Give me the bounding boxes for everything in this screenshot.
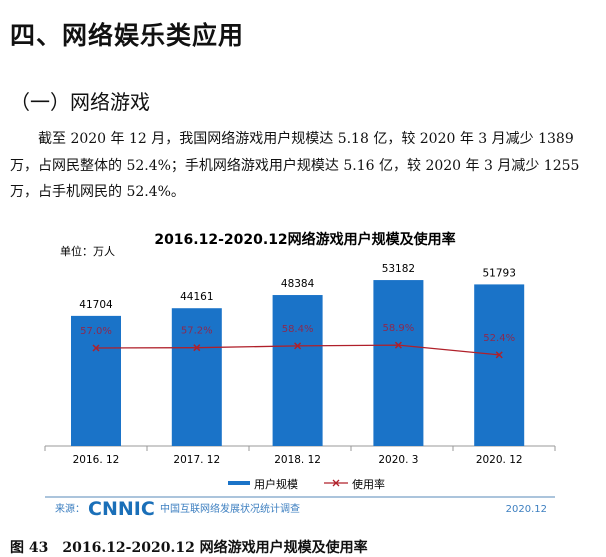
rate-marker [92, 344, 100, 352]
rate-marker [495, 351, 503, 359]
source-text: 中国互联网络发展状况统计调查 [160, 502, 300, 515]
rate-label: 58.4% [282, 324, 314, 335]
bar [272, 295, 323, 446]
body-paragraph: 截至 2020 年 12 月，我国网络游戏用户规模达 5.18 亿，较 2020… [10, 131, 580, 200]
rate-marker [294, 342, 302, 350]
rate-label: 52.4% [483, 333, 515, 344]
section-heading: 四、网络娱乐类应用 [10, 21, 245, 50]
bar [373, 280, 424, 446]
rate-marker [394, 341, 402, 349]
cnnic-logo: CNNIC [88, 498, 155, 520]
chart-unit: 单位：万人 [60, 244, 115, 258]
x-tick-label: 2020. 12 [476, 454, 523, 466]
rate-label: 57.2% [181, 326, 213, 337]
legend-bar-label: 用户规模 [254, 477, 298, 491]
bar-value-label: 44161 [180, 291, 213, 303]
legend-line-label: 使用率 [352, 477, 385, 491]
subsection-heading: （一）网络游戏 [10, 90, 150, 114]
bar [171, 308, 222, 446]
bar-value-label: 48384 [281, 278, 315, 290]
legend-marker-icon [332, 479, 340, 487]
figure-caption: 图 43 2016.12-2020.12 网络游戏用户规模及使用率 [10, 540, 368, 556]
rate-label: 58.9% [383, 323, 415, 334]
rate-label: 57.0% [80, 326, 112, 337]
x-tick-label: 2016. 12 [73, 454, 120, 466]
bar-value-label: 41704 [79, 299, 113, 311]
bar-value-label: 51793 [482, 267, 515, 279]
legend-bar-swatch [228, 481, 250, 485]
rate-marker [193, 344, 201, 352]
bar [474, 284, 525, 446]
source-label: 来源： [55, 502, 85, 515]
chart-title: 2016.12-2020.12网络游戏用户规模及使用率 [154, 231, 455, 248]
x-tick-label: 2017. 12 [173, 454, 220, 466]
bar-value-label: 53182 [382, 263, 415, 275]
bar [71, 315, 121, 446]
source-date: 2020.12 [506, 504, 547, 515]
x-tick-label: 2020. 3 [378, 454, 418, 466]
x-tick-label: 2018. 12 [274, 454, 321, 466]
